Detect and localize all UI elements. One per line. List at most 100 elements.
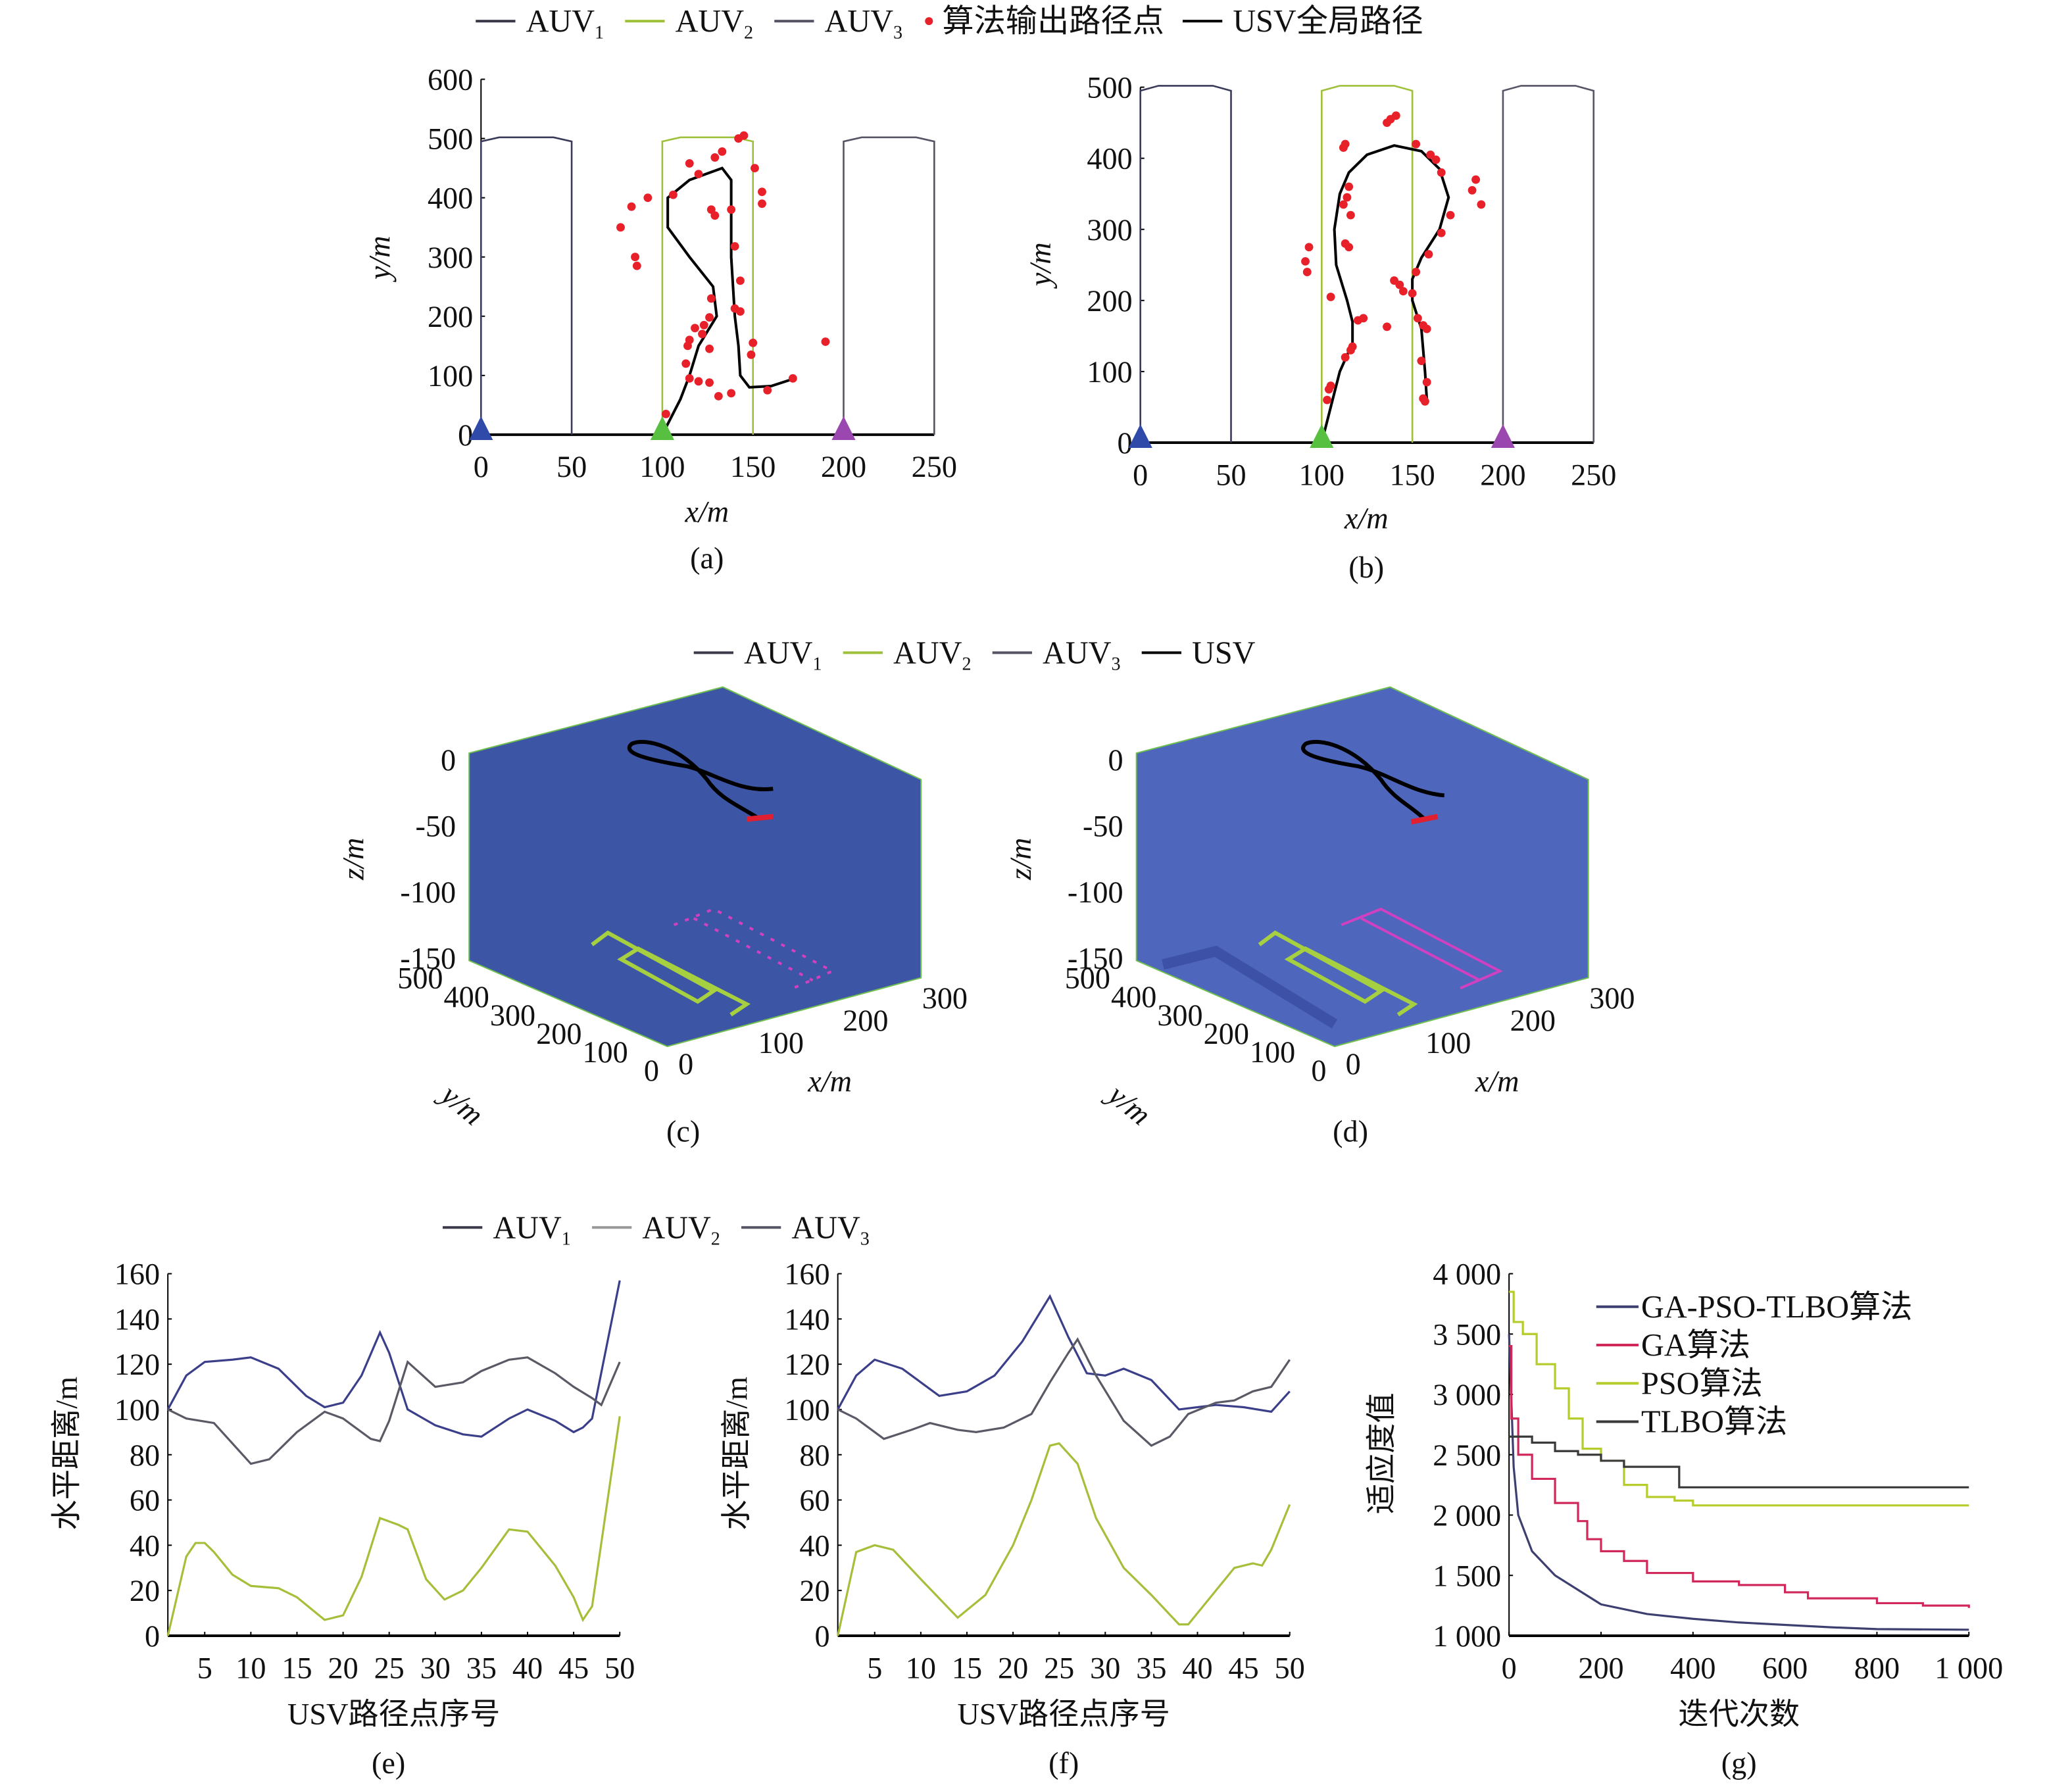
y-tick-label: 400	[444, 980, 489, 1014]
path-point	[730, 242, 739, 251]
series-ga-	[1509, 1345, 1970, 1608]
path-point	[1408, 289, 1417, 298]
series-pso-	[1509, 1290, 1969, 1507]
path-point	[747, 350, 756, 359]
path-point	[705, 344, 714, 353]
caption: (e)	[372, 1746, 405, 1780]
x-tick-label: 50	[556, 450, 587, 483]
x-tick-label: 100	[1299, 458, 1344, 491]
z-tick-label: -100	[400, 875, 456, 909]
path-point	[749, 338, 758, 347]
usv-global-path	[1320, 144, 1450, 443]
path-point	[710, 211, 720, 220]
y-tick-label: 80	[130, 1438, 160, 1472]
panel-d-3d	[1135, 686, 1589, 1048]
x-tick-label: 200	[843, 1004, 888, 1037]
auv3-lawnmower-d	[1341, 907, 1503, 990]
legend-label: GA算法	[1641, 1328, 1750, 1363]
y-tick-label: 140	[114, 1302, 160, 1336]
x-tick-label: 45	[1229, 1651, 1259, 1684]
y-tick-label: 40	[799, 1529, 829, 1562]
start-marker	[1128, 424, 1152, 449]
x-tick-label: 0	[678, 1047, 693, 1081]
x-tick-label: 50	[1216, 458, 1246, 491]
x-tick-label: 10	[235, 1651, 266, 1684]
z-tick-label: 0	[1108, 743, 1123, 777]
y-tick-label: 0	[1118, 426, 1133, 460]
y-tick-label: 20	[799, 1574, 829, 1607]
x-tick-label: 100	[1425, 1026, 1471, 1060]
path-point	[627, 202, 636, 211]
legend-item-middle-0: AUV1	[693, 635, 822, 674]
usv-path-3d-c	[627, 740, 774, 821]
start-marker	[469, 416, 493, 440]
x-tick-label: 100	[639, 450, 685, 483]
y-tick-label: 0	[145, 1619, 160, 1653]
auv1-path-3d-d	[1161, 945, 1338, 1029]
legend-label: AUV2	[642, 1210, 720, 1249]
auv3-lawnmower-c	[673, 907, 836, 990]
auv2-lawnmower-c	[591, 930, 751, 1017]
x-tick-label: 15	[952, 1651, 982, 1684]
y-axis-label: y/m	[1100, 1076, 1158, 1132]
y-tick-label: 400	[1111, 980, 1156, 1014]
y-tick-label: 140	[784, 1302, 829, 1336]
x-tick-label: 20	[998, 1651, 1028, 1684]
x-tick-label: 5	[867, 1651, 882, 1684]
x-tick-label: 250	[1571, 458, 1616, 491]
path-point	[1395, 280, 1404, 289]
path-point	[681, 359, 691, 368]
x-tick-label: 10	[906, 1651, 936, 1684]
path-point	[735, 276, 745, 285]
x-tick-label: 200	[1578, 1651, 1623, 1684]
path-point	[699, 320, 708, 330]
legend-item-middle-2: AUV3	[992, 635, 1121, 674]
y-tick-label: 100	[1087, 355, 1132, 389]
x-tick-label: 1 000	[1935, 1651, 2003, 1684]
legend-label: GA-PSO-TLBO算法	[1641, 1290, 1912, 1325]
path-point	[705, 313, 714, 322]
legend-item-bottom-1: AUV2	[592, 1210, 720, 1249]
chart-a: 0 50 100 150 200 250 0 100 200 300 400 500 600 x/m y/m…	[363, 63, 957, 575]
path-point	[1471, 175, 1481, 184]
z-tick-label: -150	[400, 941, 456, 975]
path-point	[1383, 322, 1391, 331]
y-axis-label: y/m	[363, 235, 397, 282]
lane-auv1	[480, 136, 573, 435]
y-tick-label: 400	[428, 182, 473, 215]
path-point	[661, 409, 670, 418]
x-tick-label: 15	[282, 1651, 312, 1684]
legend-item-top-4: USV全局路径	[1182, 4, 1423, 39]
legend-label: AUV1	[744, 635, 822, 674]
path-point	[683, 341, 692, 351]
x-tick-label: 50	[1275, 1651, 1305, 1684]
x-tick-label: 25	[374, 1651, 405, 1684]
path-point	[1304, 243, 1314, 252]
z-axis-label: z/m	[1004, 838, 1037, 881]
y-tick-label: 100	[1250, 1035, 1295, 1069]
series-auv2	[837, 1442, 1291, 1636]
x-tick-label: 0	[1346, 1047, 1361, 1081]
path-point	[735, 307, 745, 316]
x-tick-label: 250	[912, 450, 957, 483]
y-tick-label: 500	[1065, 962, 1110, 995]
legend-item-top-0: AUV1	[476, 4, 604, 43]
path-point	[1346, 210, 1355, 220]
y-tick-label: 200	[1087, 284, 1132, 318]
y-tick-label: 500	[1087, 71, 1132, 105]
legend-label: PSO算法	[1641, 1366, 1763, 1401]
chart-f: 5 10 15 20 25 30 35 40 45 50 0 20 40 60 80 100 120 140 160…	[720, 1258, 1305, 1780]
path-point	[1324, 385, 1333, 394]
path-point	[1417, 356, 1426, 366]
x-tick-label: 5	[197, 1651, 212, 1684]
z-tick-label: -50	[416, 810, 456, 843]
path-point	[705, 378, 714, 387]
x-tick-label: 35	[1136, 1651, 1166, 1684]
y-tick-label: 500	[428, 122, 473, 156]
path-point	[643, 193, 653, 203]
caption: (g)	[1721, 1746, 1757, 1780]
legend-marker	[925, 17, 933, 26]
caption: (b)	[1348, 551, 1384, 584]
